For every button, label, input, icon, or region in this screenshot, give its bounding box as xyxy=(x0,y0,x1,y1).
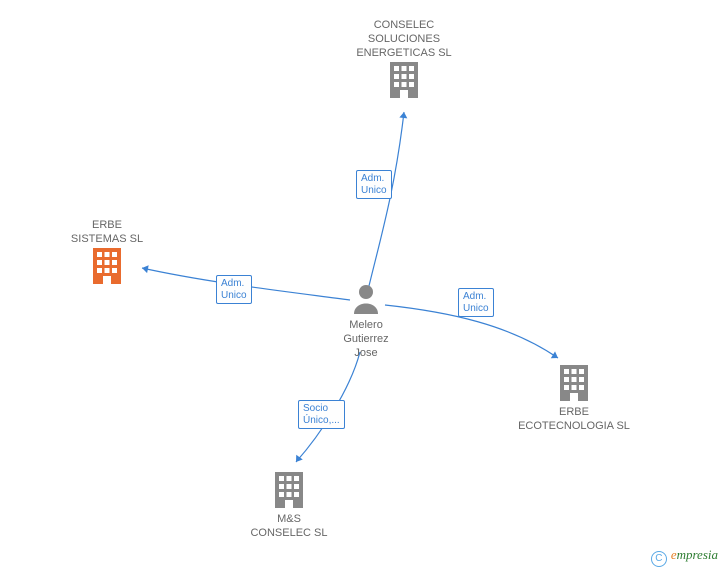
copyright-icon: C xyxy=(651,551,667,567)
brand-watermark: Cempresia xyxy=(651,547,718,567)
person-label: MeleroGutierrezJose xyxy=(316,319,416,360)
company-node[interactable]: CONSELECSOLUCIONESENERGETICAS SL xyxy=(324,16,484,60)
company-label: M&SCONSELEC SL xyxy=(209,513,369,541)
edge-label: Adm. Unico xyxy=(458,288,494,317)
person-node[interactable]: MeleroGutierrezJose xyxy=(316,316,416,360)
company-node[interactable]: ERBESISTEMAS SL xyxy=(27,216,187,247)
brand-rest: mpresia xyxy=(677,547,718,562)
building-icon xyxy=(390,62,418,98)
building-icon xyxy=(275,472,303,508)
edge-path xyxy=(368,112,404,290)
edge-label: Adm. Unico xyxy=(216,275,252,304)
edge-label: Adm. Unico xyxy=(356,170,392,199)
company-node[interactable]: ERBEECOTECNOLOGIA SL xyxy=(494,403,654,434)
company-label: ERBESISTEMAS SL xyxy=(27,219,187,247)
building-icon xyxy=(93,248,121,284)
diagram-container: { "canvas": { "width": 728, "height": 57… xyxy=(0,0,728,575)
company-node[interactable]: M&SCONSELEC SL xyxy=(209,510,369,541)
building-icon xyxy=(560,365,588,401)
person-icon xyxy=(354,285,378,314)
edges-layer xyxy=(0,0,728,575)
company-label: CONSELECSOLUCIONESENERGETICAS SL xyxy=(324,19,484,60)
company-label: ERBEECOTECNOLOGIA SL xyxy=(494,406,654,434)
edge-label: Socio Único,... xyxy=(298,400,345,429)
